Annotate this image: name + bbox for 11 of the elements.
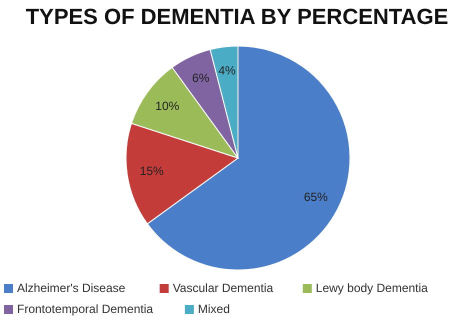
data-label: 6%: [192, 71, 210, 86]
legend-label: Lewy body Dementia: [316, 281, 428, 296]
data-label: 10%: [155, 98, 180, 113]
legend-label: Frontotemporal Dementia: [17, 302, 154, 316]
legend-label: Vascular Dementia: [172, 281, 274, 296]
chart-title: TYPES OF DEMENTIA BY PERCENTAGE: [26, 4, 448, 29]
legend-label: Alzheimer's Disease: [17, 281, 126, 296]
data-label: 15%: [140, 164, 164, 178]
data-label: 65%: [304, 190, 328, 204]
data-label: 4%: [218, 64, 236, 78]
legend-label: Mixed: [198, 302, 230, 316]
